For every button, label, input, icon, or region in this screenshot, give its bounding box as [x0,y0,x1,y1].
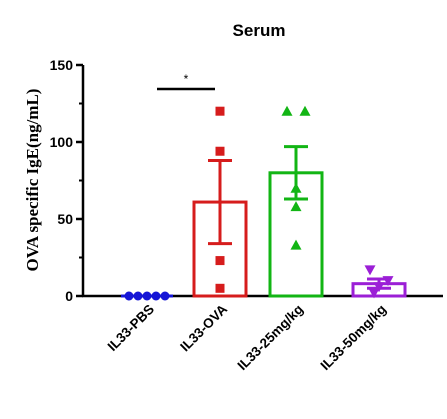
data-point [133,291,143,301]
bars [121,171,407,298]
y-axis-label: OVA specific IgE(ng/mL) [23,89,42,272]
chart-title: Serum [233,21,286,40]
data-point [151,291,161,301]
y-tick-label: 150 [50,57,74,73]
y-tick-label: 0 [65,288,73,304]
data-point [299,105,311,116]
category-label: IL33-PBS [105,302,158,355]
data-point [124,291,134,301]
data-point [290,239,302,250]
data-point [368,288,380,299]
data-point [142,291,152,301]
data-point [290,201,302,212]
data-point [364,265,376,276]
data-point [160,291,170,301]
category-label: IL33-OVA [177,301,230,354]
significance-annotation: * [157,72,215,91]
y-tick-label: 50 [57,211,73,227]
y-tick-label: 100 [50,134,74,150]
data-point [281,105,293,116]
data-point [215,106,225,116]
data-point [215,256,225,266]
data-point [215,146,225,156]
category-label: IL33-50mg/kg [318,302,390,374]
error-bars [208,145,391,290]
category-labels: IL33-PBS IL33-OVA IL33-25mg/kg IL33-50mg/kg [105,301,390,373]
category-label: IL33-25mg/kg [235,302,307,374]
data-point [215,283,225,293]
data-points [124,105,394,301]
significance-star: * [184,72,189,86]
